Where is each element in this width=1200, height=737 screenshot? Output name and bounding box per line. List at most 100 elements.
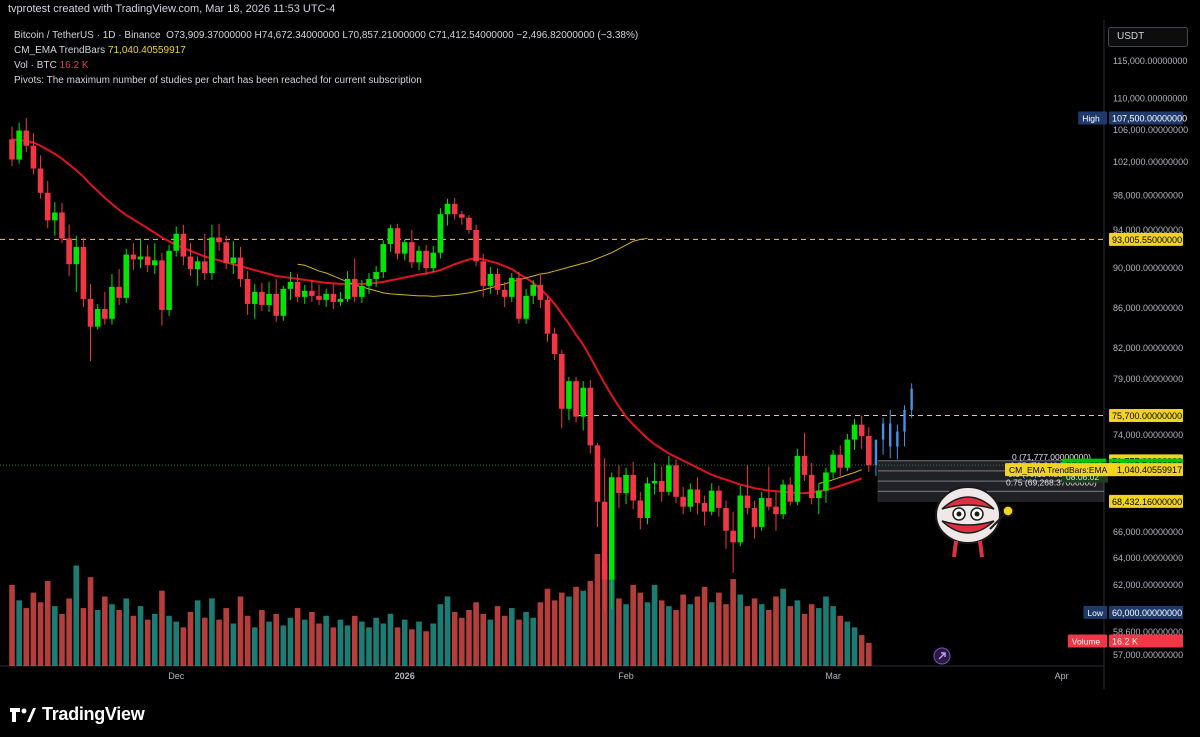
candle-body	[52, 212, 58, 221]
mascot-sticker	[935, 486, 1014, 558]
date-axis: Dec 2026 Feb Mar Apr	[168, 671, 1068, 681]
price-tag-label-bg	[1083, 605, 1107, 619]
candle-body	[773, 506, 779, 515]
volume-bar	[594, 554, 601, 666]
price-tag-bg	[1109, 409, 1183, 423]
candle-body	[44, 192, 51, 221]
candle-body	[644, 483, 651, 518]
candle-body	[487, 273, 494, 286]
candle-body	[509, 277, 515, 297]
candle-body	[723, 507, 729, 531]
price-tag-bg	[1109, 494, 1183, 508]
date-tick: Apr	[1055, 671, 1069, 681]
candle-body	[366, 278, 372, 286]
volume-bar	[44, 581, 51, 666]
price-tag-value: 93,005.55000000	[1112, 235, 1182, 245]
candle-body	[551, 333, 558, 354]
volume-bar	[708, 602, 715, 666]
volume-bar	[716, 592, 722, 666]
candle-body	[701, 502, 708, 512]
candle-body	[102, 308, 108, 319]
candle-body	[780, 484, 786, 515]
candle-body	[466, 217, 472, 230]
candle-body	[337, 298, 344, 302]
candle-body	[830, 454, 836, 473]
price-tick: 98,000.00000000	[1113, 190, 1183, 200]
volume-bar	[651, 584, 658, 666]
candle-body	[123, 254, 130, 298]
volume-bar	[480, 613, 487, 666]
price-tick: 94,000.00000000	[1113, 225, 1183, 235]
volume-bar	[666, 606, 672, 666]
candle-body	[309, 290, 315, 296]
volume-bar	[758, 604, 765, 666]
volume-bar	[680, 594, 686, 666]
price-tag-label: Low	[1087, 608, 1103, 618]
volume-bar	[87, 577, 94, 666]
volume-bar	[644, 602, 651, 666]
volume-bar	[316, 623, 322, 666]
price-chart[interactable]: 0 (71,777.00000000)0.25 (70,940.79000000…	[0, 0, 1200, 689]
price-tag-label-bg	[1078, 111, 1107, 125]
volume-bar	[366, 627, 372, 666]
tradingview-logo[interactable]: TradingView	[10, 704, 145, 725]
candle-body	[230, 257, 237, 264]
volume-bar	[794, 600, 801, 666]
candle-body	[301, 290, 308, 297]
volume-bar	[616, 598, 622, 666]
price-tag-value: 16.2 K	[1112, 637, 1138, 647]
volume-bar	[658, 600, 665, 666]
ema-row[interactable]: CM_EMA TrendBars 71,040.40559917	[14, 43, 638, 58]
volume-bar	[351, 615, 358, 666]
candle-body	[459, 214, 465, 218]
ohlc-values: O73,909.37000000 H74,672.34000000 L70,85…	[166, 30, 639, 41]
volume-bar	[466, 610, 472, 666]
candle-body	[251, 291, 258, 304]
volume-bar	[816, 608, 822, 666]
ema-name[interactable]: CM_EMA TrendBars	[14, 45, 106, 56]
volume-bar	[537, 602, 544, 666]
symbol-title[interactable]: Bitcoin / TetherUS · 1D · Binance	[14, 30, 161, 41]
volume-bar	[266, 621, 272, 666]
volume-bar	[144, 619, 151, 666]
price-tag-bg	[1109, 111, 1183, 125]
candle-body	[416, 250, 422, 263]
candle-body	[601, 501, 608, 580]
volume-bar	[523, 611, 529, 666]
candle-body	[544, 299, 551, 334]
volume-bar	[801, 613, 808, 666]
candle-body	[630, 474, 636, 501]
candle-body	[501, 289, 508, 297]
volume-bar	[587, 581, 594, 666]
volume-bar	[601, 563, 608, 666]
price-tick: 58,600.00000000	[1113, 627, 1183, 637]
candle-body	[787, 484, 794, 502]
candle-body	[537, 284, 544, 300]
candle-body	[316, 295, 322, 300]
candle-body	[87, 298, 94, 327]
candle-body	[137, 256, 144, 260]
vol-name[interactable]: Vol · BTC	[14, 60, 57, 71]
candle-body	[473, 230, 479, 262]
volume-bar	[94, 610, 101, 666]
price-tag-label: High	[1082, 114, 1100, 124]
vol-row[interactable]: Vol · BTC 16.2 K	[14, 58, 638, 73]
candle-body	[180, 233, 187, 257]
candle-body	[359, 285, 365, 297]
volume-bar	[580, 590, 586, 666]
date-tick: 2026	[395, 671, 415, 681]
candle-body	[16, 130, 22, 160]
volume-bar	[344, 625, 351, 666]
candle-body	[801, 455, 808, 475]
projection-body	[889, 423, 892, 447]
volume-bar	[173, 621, 180, 666]
candle-body	[73, 246, 80, 265]
volume-bar	[30, 592, 37, 666]
volume-bar	[359, 621, 365, 666]
price-tick: 106,000.00000000	[1113, 125, 1188, 135]
volume-bar	[237, 596, 244, 666]
symbol-row[interactable]: Bitcoin / TetherUS · 1D · Binance O73,90…	[14, 28, 638, 43]
volume-bar	[744, 606, 751, 666]
price-tag-label: Volume	[1072, 637, 1101, 647]
currency-button[interactable]: USDT	[1108, 27, 1188, 47]
